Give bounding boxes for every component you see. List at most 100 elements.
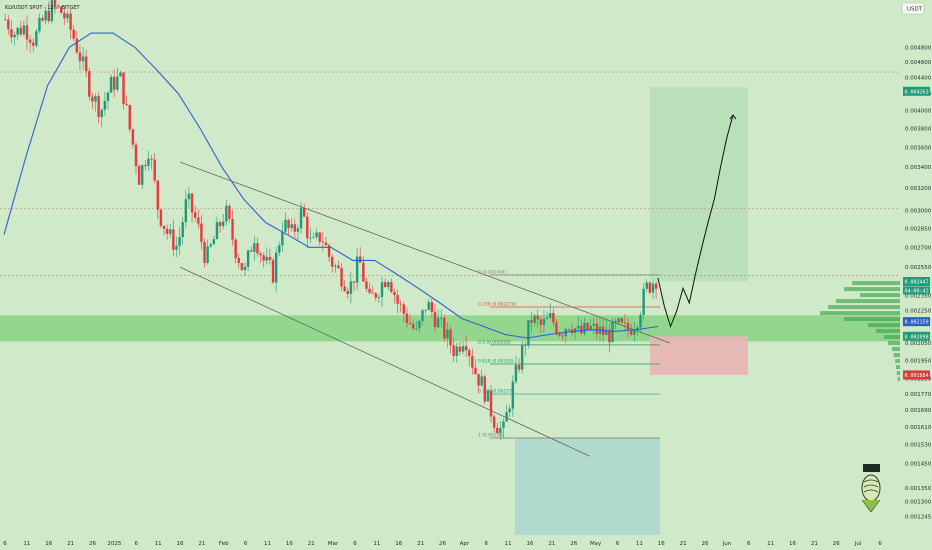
candle-body <box>256 243 259 254</box>
candle-body <box>28 39 32 43</box>
price-tick-label: 0.001450 <box>905 461 932 467</box>
candle-body <box>60 6 63 13</box>
candle-body <box>281 231 284 246</box>
time-tick-label: 11 <box>155 541 162 547</box>
target-price-badge-text: 0.004263 <box>905 89 929 95</box>
price-tick-label: 0.004600 <box>905 60 932 66</box>
candle-body <box>41 18 44 21</box>
candle-body <box>184 199 188 223</box>
candle-body <box>508 408 511 413</box>
candle-body <box>47 10 50 22</box>
candle-body <box>377 296 381 298</box>
candle-body <box>561 335 564 337</box>
time-tick-label: 21 <box>308 541 315 547</box>
time-tick-label: Mar <box>328 541 339 547</box>
candle-body <box>436 317 440 328</box>
countdown-badge <box>903 286 930 295</box>
candle-body <box>141 165 144 185</box>
time-tick-label: 21 <box>811 541 818 547</box>
candle-body <box>443 317 446 339</box>
candle-body <box>200 223 203 243</box>
candle-body <box>103 101 107 110</box>
candle-body <box>312 237 315 238</box>
candle-body <box>620 318 624 323</box>
projection-path <box>657 114 734 329</box>
candle-body <box>555 322 558 334</box>
candle-body <box>243 266 247 271</box>
candle-body <box>530 320 533 323</box>
candle-body <box>278 245 281 253</box>
candle-body <box>97 96 100 117</box>
candle-body <box>524 345 527 346</box>
candle-body <box>122 72 125 105</box>
candle-body <box>415 327 418 329</box>
time-tick-label: 6 <box>747 541 751 547</box>
candle-body <box>586 322 589 330</box>
volume-profile-bar <box>852 281 900 286</box>
price-tick-label: 0.001530 <box>905 443 932 449</box>
fib-level-label: 0.236 (0.002274) <box>478 301 517 307</box>
time-tick-label: 2025 <box>107 541 121 547</box>
candle-body <box>78 52 82 62</box>
currency-badge-bg[interactable] <box>901 2 925 15</box>
candle-body <box>94 96 97 102</box>
candle-body <box>165 228 169 234</box>
candle-body <box>539 319 543 325</box>
candle-body <box>128 105 131 130</box>
candle-body <box>626 322 630 332</box>
price-tick-label: 0.001300 <box>905 499 932 505</box>
price-tick-label: 0.002550 <box>905 265 932 271</box>
fib-level-label: 0 (0.002494) <box>478 269 507 275</box>
price-tick-label: 0.001950 <box>905 358 932 364</box>
price-tick-label: 0.001690 <box>905 408 932 414</box>
candle-body <box>449 329 452 346</box>
volume-profile-bar <box>896 371 900 376</box>
candle-body <box>250 250 253 252</box>
candle-body <box>527 320 530 346</box>
candle-body <box>318 232 321 242</box>
candle-body <box>464 346 468 351</box>
time-tick-label: 21 <box>198 541 205 547</box>
volume-profile-bar <box>868 323 900 328</box>
candle-body <box>50 0 54 22</box>
candle-body <box>645 282 648 289</box>
candle-body <box>153 159 156 181</box>
candle-body <box>492 416 496 428</box>
price-tick-label: 0.002350 <box>905 294 932 300</box>
candle-body <box>306 216 309 239</box>
candle-body <box>253 243 256 252</box>
candle-body <box>446 329 449 339</box>
candle-body <box>567 329 571 330</box>
candle-body <box>349 281 353 294</box>
candle-body <box>22 25 26 35</box>
candle-body <box>222 221 225 226</box>
mascot-logo <box>861 464 881 513</box>
candle-body <box>190 193 194 213</box>
candle-body <box>274 252 278 283</box>
candle-body <box>514 365 518 382</box>
candle-body <box>505 412 508 422</box>
time-tick-label: Apr <box>460 541 470 547</box>
candle-body <box>88 71 91 97</box>
time-tick-label: May <box>590 541 602 547</box>
candle-body <box>552 313 555 323</box>
candle-body <box>262 255 265 261</box>
candle-body <box>237 258 240 264</box>
candle-body <box>44 10 47 21</box>
time-tick-label: 6 <box>3 541 7 547</box>
current-price-badge-text: 0.002447 <box>905 279 929 285</box>
candle-body <box>13 34 16 38</box>
price-tick-label: 0.003800 <box>905 127 932 133</box>
currency-label[interactable]: USDT <box>907 7 923 13</box>
candle-body <box>408 323 412 325</box>
candle-body <box>371 292 374 294</box>
stop-price-badge-text: 0.001884 <box>905 373 929 379</box>
candle-body <box>172 229 175 250</box>
candle-body <box>483 376 486 402</box>
volume-profile-bar <box>888 341 900 346</box>
candle-body <box>181 222 184 238</box>
candle-body <box>331 256 334 267</box>
candle-body <box>520 345 524 370</box>
